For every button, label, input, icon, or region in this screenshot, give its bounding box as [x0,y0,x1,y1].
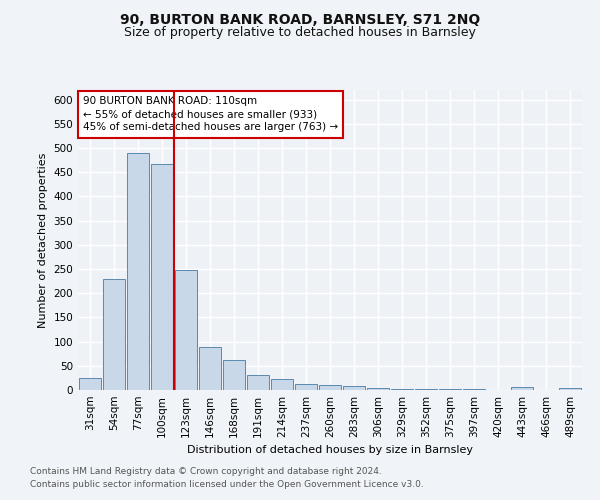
Bar [247,376,269,390]
Bar [271,380,293,390]
Bar [223,360,245,390]
Bar [511,387,533,390]
Y-axis label: Number of detached properties: Number of detached properties [38,152,48,328]
Bar [343,386,365,390]
Bar [439,389,461,390]
Bar [175,270,197,390]
Bar [79,378,101,390]
Text: Size of property relative to detached houses in Barnsley: Size of property relative to detached ho… [124,26,476,39]
Text: 90 BURTON BANK ROAD: 110sqm
← 55% of detached houses are smaller (933)
45% of se: 90 BURTON BANK ROAD: 110sqm ← 55% of det… [83,96,338,132]
Text: 90, BURTON BANK ROAD, BARNSLEY, S71 2NQ: 90, BURTON BANK ROAD, BARNSLEY, S71 2NQ [120,12,480,26]
Text: Contains HM Land Registry data © Crown copyright and database right 2024.: Contains HM Land Registry data © Crown c… [30,467,382,476]
Bar [127,153,149,390]
Bar [151,164,173,390]
Bar [463,389,485,390]
Bar [295,384,317,390]
X-axis label: Distribution of detached houses by size in Barnsley: Distribution of detached houses by size … [187,446,473,456]
Bar [415,389,437,390]
Bar [559,388,581,390]
Text: Contains public sector information licensed under the Open Government Licence v3: Contains public sector information licen… [30,480,424,489]
Bar [103,278,125,390]
Bar [391,388,413,390]
Bar [199,348,221,390]
Bar [367,388,389,390]
Bar [319,384,341,390]
